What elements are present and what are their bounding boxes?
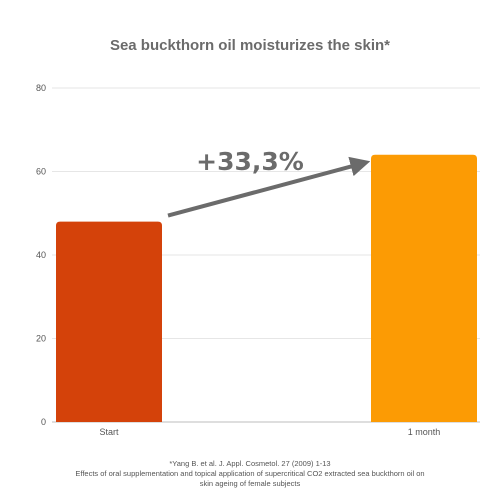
y-tick-label: 80 xyxy=(36,83,46,93)
footnote-citation: *Yang B. et al. J. Appl. Cosmetol. 27 (2… xyxy=(169,459,330,468)
footnote-study-title: Effects of oral supplementation and topi… xyxy=(75,469,424,478)
growth-annotation: +33,3% xyxy=(196,147,304,176)
y-tick-label: 0 xyxy=(41,417,46,427)
x-axis-category-labels: Start 1 month xyxy=(99,427,440,437)
bars xyxy=(56,154,477,423)
growth-arrow xyxy=(167,156,371,218)
chart-title: Sea buckthorn oil moisturizes the skin* xyxy=(110,37,390,54)
y-axis-tick-labels: 0 20 40 60 80 xyxy=(36,83,46,427)
x-category-label: 1 month xyxy=(408,427,441,437)
y-tick-label: 40 xyxy=(36,250,46,260)
y-tick-label: 60 xyxy=(36,167,46,177)
x-category-label: Start xyxy=(99,427,119,437)
bar-1-month xyxy=(371,154,477,423)
bar-start xyxy=(56,221,162,422)
y-tick-label: 20 xyxy=(36,334,46,344)
footnote-study-title-cont: skin ageing of female subjects xyxy=(200,479,301,488)
